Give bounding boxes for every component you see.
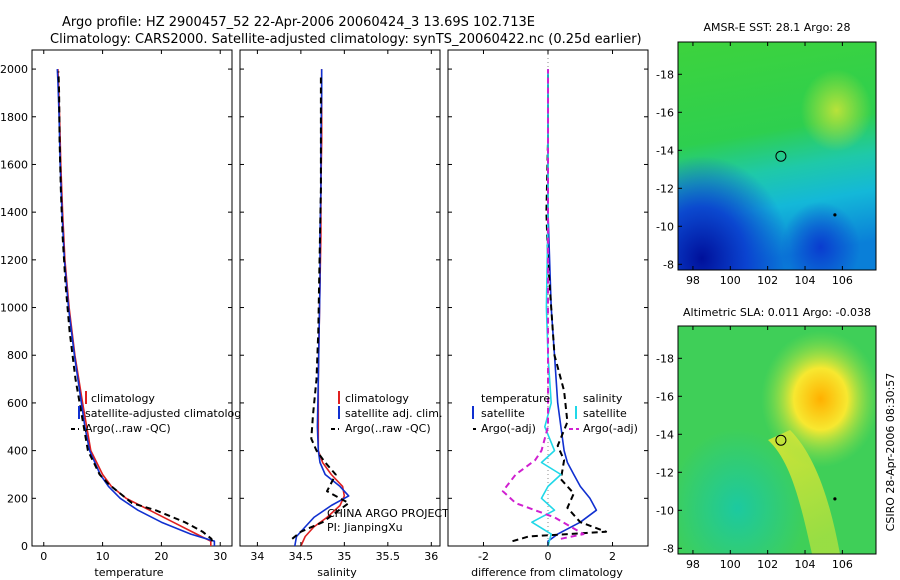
track-point-marker	[833, 213, 837, 217]
profile-location-marker	[775, 434, 787, 446]
salinity-xlabel: salinity	[317, 566, 357, 579]
y-tick-label: 400	[7, 445, 28, 458]
y-tick-label: -14	[656, 428, 674, 441]
x-tick-label: 2	[609, 550, 616, 563]
y-tick-label: 1600	[0, 158, 28, 171]
x-tick-label: 102	[757, 274, 778, 287]
project-pi: PI: JianpingXu	[327, 521, 403, 534]
sla-map-panel: Altimetric SLA: 0.011 Argo: -0.038 98 100…	[656, 306, 877, 571]
y-tick-label: -18	[656, 68, 674, 81]
legend-salinity-title: salinity	[583, 392, 623, 405]
x-tick-label: 98	[686, 558, 700, 571]
sst-cold-patch	[678, 42, 876, 270]
series-salinity-argo-adj-	[501, 69, 585, 540]
y-tick-label: -14	[656, 144, 674, 157]
legend-climatology-label: climatology	[345, 392, 409, 405]
y-tick-label: 1800	[0, 111, 28, 124]
temperature-xlabel: temperature	[94, 566, 163, 579]
salinity-legend: climatology satellite adj. clim. Argo(..…	[331, 391, 442, 435]
temperature-axes-frame	[31, 49, 233, 547]
x-tick-label: 10	[96, 550, 110, 563]
y-tick-label: -8	[663, 258, 674, 271]
track-point-marker	[833, 497, 837, 501]
figure-title-line2: Climatology: CARS2000. Satellite-adjuste…	[50, 32, 642, 47]
x-tick-label: -2	[478, 550, 489, 563]
x-tick-label: 0	[40, 550, 47, 563]
legend-sal-argo-label: Argo(-adj)	[583, 422, 638, 435]
sst-map-frame	[677, 41, 877, 271]
legend-argo-label: Argo(..raw -QC)	[345, 422, 431, 435]
x-tick-label: 104	[795, 274, 816, 287]
difference-legend: temperature satellite Argo(-adj) salinit…	[472, 392, 638, 435]
legend-temp-argo-label: Argo(-adj)	[481, 422, 536, 435]
legend-argo-label: Argo(..raw -QC)	[85, 422, 171, 435]
y-tick-label: -8	[663, 542, 674, 555]
legend-temp-satellite-label: satellite	[481, 407, 525, 420]
salinity-panel: 34 34.5 35 35.5 36 salinity climatology sate…	[239, 49, 449, 579]
legend-sal-satellite-label: satellite	[583, 407, 627, 420]
x-tick-label: 106	[832, 558, 853, 571]
sst-map-title: AMSR-E SST: 28.1 Argo: 28	[703, 21, 850, 34]
x-tick-label: 106	[832, 274, 853, 287]
difference-panel: -2 0 2 difference from climatology tempera…	[447, 49, 649, 579]
temperature-panel: 0 10 20 30 0 200 400 600 800 1000 1200 1400 1600 1800…	[0, 49, 248, 579]
x-tick-label: 36	[424, 550, 438, 563]
x-tick-label: 104	[795, 558, 816, 571]
y-tick-label: 600	[7, 397, 28, 410]
sla-map-title: Altimetric SLA: 0.011 Argo: -0.038	[683, 306, 871, 319]
series-argo-raw-qc-	[291, 73, 350, 540]
y-tick-label: -16	[656, 390, 674, 403]
y-tick-label: -18	[656, 352, 674, 365]
x-tick-label: 100	[720, 558, 741, 571]
x-tick-label: 102	[757, 558, 778, 571]
credit-stamp: CSIRO 28-Apr-2006 08:30:57	[884, 373, 897, 532]
series-argo-raw-qc-	[57, 71, 213, 542]
temperature-legend: climatology satellite-adjusted climatolo…	[71, 391, 248, 435]
x-tick-label: 20	[154, 550, 168, 563]
project-name: CHINA ARGO PROJECT	[327, 507, 449, 520]
series-temperature-satellite	[547, 69, 598, 546]
x-tick-label: 98	[686, 274, 700, 287]
y-tick-label: 1400	[0, 206, 28, 219]
y-tick-label: 2000	[0, 63, 28, 76]
legend-satellite-label: satellite adj. clim.	[345, 407, 442, 420]
x-tick-label: 100	[720, 274, 741, 287]
salinity-axes-frame	[239, 49, 441, 547]
y-tick-label: -12	[656, 182, 674, 195]
y-tick-label: 0	[21, 540, 28, 553]
y-tick-label: -12	[656, 466, 674, 479]
y-tick-label: 1000	[0, 302, 28, 315]
x-tick-label: 0	[545, 550, 552, 563]
difference-xlabel: difference from climatology	[471, 566, 623, 579]
series-salinity-satellite	[531, 69, 562, 547]
profile-location-marker	[775, 150, 787, 162]
y-tick-label: 800	[7, 349, 28, 362]
x-tick-label: 35	[337, 550, 351, 563]
x-tick-label: 30	[213, 550, 227, 563]
series-temperature-argo-adj-	[512, 71, 608, 543]
sla-high-patch	[678, 326, 876, 554]
legend-climatology-label: climatology	[91, 392, 155, 405]
y-tick-label: -10	[656, 220, 674, 233]
y-tick-label: 200	[7, 492, 28, 505]
legend-satellite-label: satellite-adjusted climatology	[85, 407, 248, 420]
y-tick-label: -10	[656, 504, 674, 517]
x-tick-label: 34.5	[289, 550, 314, 563]
sla-map-frame	[677, 325, 877, 555]
series-satellite-adjusted-climatology	[56, 69, 216, 546]
sst-map-panel: AMSR-E SST: 28.1 Argo: 28 98 100 102 104 106…	[656, 21, 877, 287]
y-tick-label: 1200	[0, 254, 28, 267]
y-tick-label: -16	[656, 106, 674, 119]
figure-title-line1: Argo profile: HZ 2900457_52 22-Apr-2006 …	[62, 15, 535, 30]
x-tick-label: 34	[250, 550, 264, 563]
legend-temperature-title: temperature	[481, 392, 550, 405]
x-tick-label: 35.5	[376, 550, 401, 563]
